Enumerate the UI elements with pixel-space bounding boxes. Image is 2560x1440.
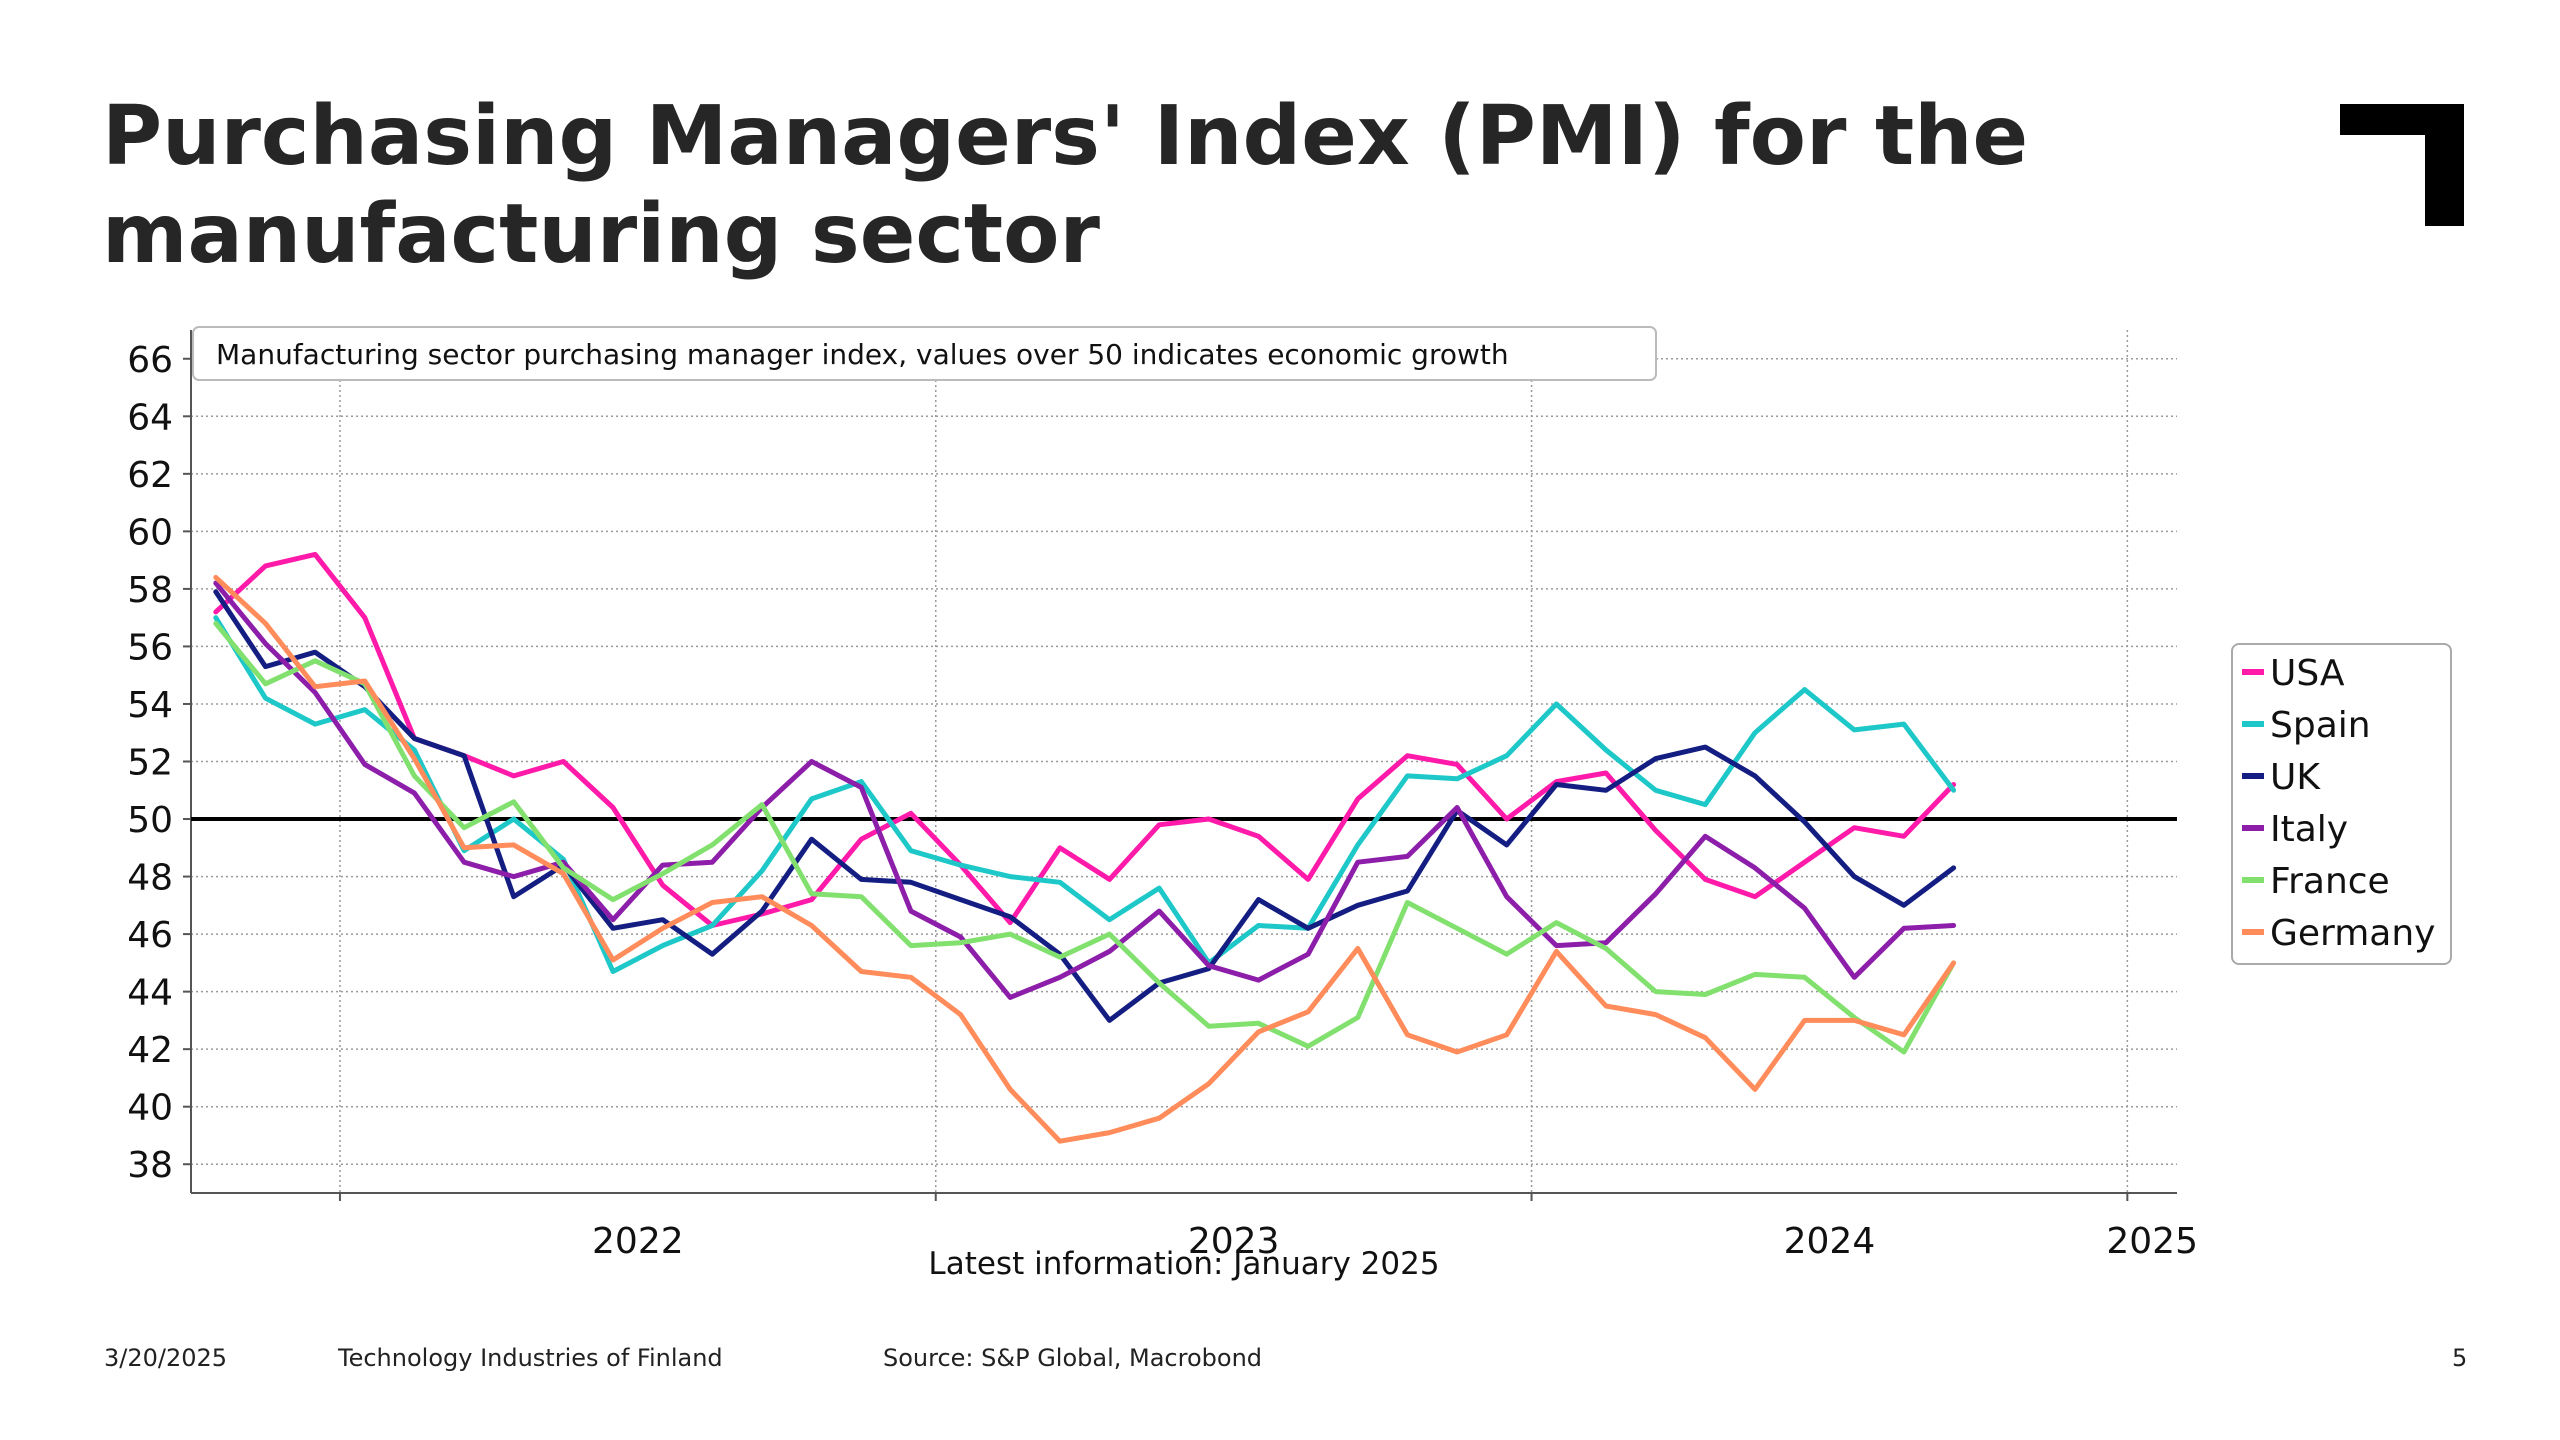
y-tick-label: 44 (127, 973, 173, 1014)
latest-information-note: Latest information: January 2025 (928, 1246, 1439, 1282)
y-tick-label: 52 (127, 743, 173, 784)
legend-label-germany: Germany (2270, 913, 2435, 954)
legend-label-uk: UK (2270, 757, 2321, 798)
y-tick-label: 54 (127, 685, 173, 726)
series-line-uk (213, 589, 1957, 1023)
legend-label-france: France (2270, 861, 2390, 902)
y-tick-label: 48 (127, 858, 173, 899)
footer-organization: Technology Industries of Finland (338, 1344, 723, 1372)
y-tick-label: 42 (127, 1030, 173, 1071)
series-line-spain (213, 615, 1957, 974)
y-tick-label: 56 (127, 627, 173, 668)
chart-series (213, 551, 1957, 1144)
chart-legend: USA Spain UK Italy France Germany (2231, 643, 2452, 965)
legend-label-usa: USA (2270, 653, 2345, 694)
y-tick-label: 60 (127, 512, 173, 553)
y-tick-label: 38 (127, 1145, 173, 1186)
y-tick-label: 50 (127, 800, 173, 841)
y-tick-label: 40 (127, 1088, 173, 1129)
x-tick-labels: 2022 2023 2024 2025 (592, 1221, 2198, 1262)
y-tick-label: 62 (127, 455, 173, 496)
footer-date: 3/20/2025 (104, 1344, 228, 1372)
x-tick-label: 2024 (1784, 1221, 1876, 1262)
chart-subtitle: Manufacturing sector purchasing manager … (216, 338, 1509, 371)
y-tick-labels: 38 40 42 44 46 48 50 52 54 56 58 60 62 64 66 (127, 340, 173, 1186)
x-tick-label: 2025 (2106, 1221, 2198, 1262)
y-tick-label: 46 (127, 915, 173, 956)
x-tick-label: 2022 (592, 1221, 684, 1262)
x-tick-label: 2023 (1188, 1221, 1280, 1262)
series-line-germany (213, 574, 1957, 1144)
footer-source: Source: S&P Global, Macrobond (883, 1344, 1263, 1372)
slide-title: Purchasing Managers' Index (PMI) for the… (102, 89, 2029, 282)
series-line-france (213, 620, 1957, 1055)
legend-items: USA Spain UK Italy France Germany (2242, 653, 2435, 954)
legend-label-italy: Italy (2270, 809, 2348, 850)
y-tick-label: 66 (127, 340, 173, 381)
legend-frame (2231, 643, 2452, 965)
chart-axes (190, 330, 2177, 1194)
series-line-usa (213, 551, 1957, 928)
footer-page-number: 5 (2452, 1344, 2468, 1372)
y-tick-label: 58 (127, 570, 173, 611)
corner-bracket-logo-icon (2340, 104, 2464, 226)
y-tick-label: 64 (127, 397, 173, 438)
chart-subtitle-box: Manufacturing sector purchasing manager … (192, 326, 1657, 381)
legend-label-spain: Spain (2270, 705, 2371, 746)
series-line-italy (213, 580, 1957, 1000)
chart-subtitle-frame (192, 326, 1657, 381)
